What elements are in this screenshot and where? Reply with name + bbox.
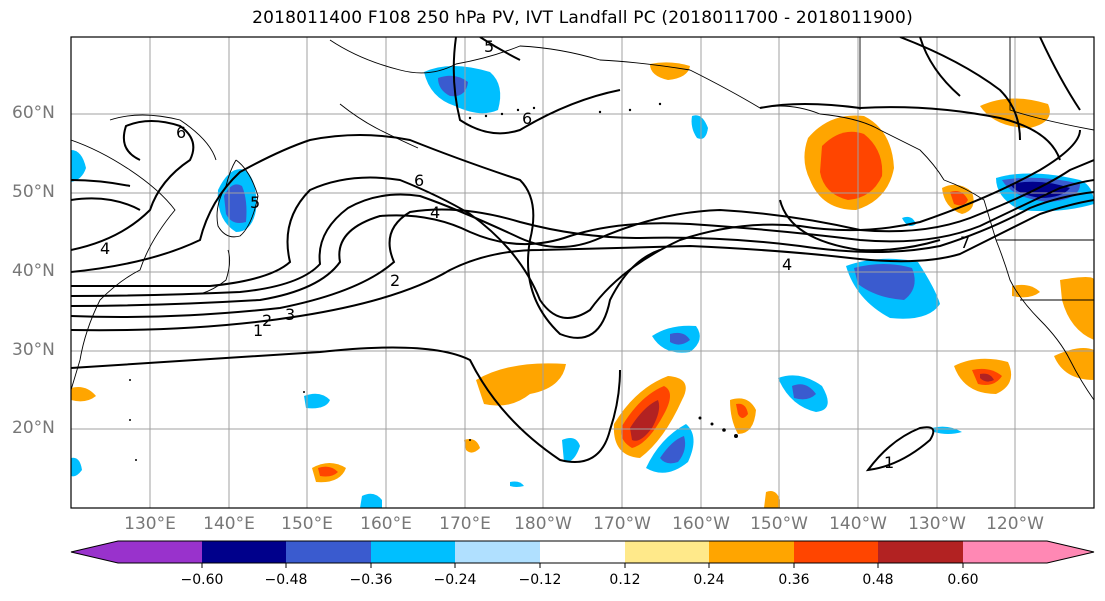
colorbar	[70, 540, 1095, 568]
colorbar-tick-label: −0.12	[518, 572, 562, 588]
lon-label-130e: 130°E	[124, 514, 176, 534]
contour-label: 5	[484, 37, 494, 56]
colorbar-tick-label: 0.12	[609, 572, 641, 588]
colorbar-tick-label: −0.36	[349, 572, 393, 588]
lon-label-140w: 140°W	[829, 514, 887, 534]
lon-label-150w: 150°W	[750, 514, 808, 534]
colorbar-segment	[794, 541, 878, 563]
lat-label-60n: 60°N	[12, 103, 55, 123]
colorbar-segment	[540, 541, 625, 563]
colorbar-over-arrow	[1047, 541, 1094, 563]
lat-label-30n: 30°N	[12, 340, 55, 360]
contour-label: 4	[782, 255, 792, 274]
colorbar-segment	[709, 541, 794, 563]
colorbar-tick-label: 0.24	[693, 572, 725, 588]
colorbar-segment	[963, 541, 1047, 563]
lon-label-160e: 160°E	[360, 514, 412, 534]
colorbar-segment	[455, 541, 540, 563]
map-title: 2018011400 F108 250 hPa PV, IVT Landfall…	[252, 8, 913, 28]
colorbar-segment	[118, 541, 202, 563]
contour-labels: 1 2 3 4 5 6 6 4 7 1 2 4 5 6	[100, 37, 970, 472]
colorbar-under-arrow	[71, 541, 118, 563]
lat-label-50n: 50°N	[12, 182, 55, 202]
lon-label-170e: 170°E	[439, 514, 491, 534]
lon-label-180w: 180°W	[514, 514, 572, 534]
coastlines	[71, 37, 1094, 401]
colorbar-segment	[371, 541, 455, 563]
lon-label-120w: 120°W	[986, 514, 1044, 534]
colorbar-tick-label: 0.48	[862, 572, 894, 588]
lon-label-140e: 140°E	[203, 514, 255, 534]
colorbar-tick-label: −0.24	[433, 572, 477, 588]
colorbar-tick-label: −0.48	[264, 572, 308, 588]
lon-label-130w: 130°W	[908, 514, 966, 534]
colorbar-segment	[286, 541, 371, 563]
contour-label: 7	[960, 233, 970, 252]
anomaly-shading	[71, 62, 1094, 508]
lon-label-170w: 170°W	[593, 514, 651, 534]
lat-label-20n: 20°N	[12, 418, 55, 438]
contour-label: 1	[253, 321, 263, 340]
graticule	[71, 37, 1094, 508]
map-frame	[70, 36, 1095, 509]
pv-contours	[71, 37, 1094, 472]
lat-label-40n: 40°N	[12, 261, 55, 281]
lon-label-160w: 160°W	[672, 514, 730, 534]
colorbar-ticks	[201, 563, 964, 568]
colorbar-segment	[202, 541, 286, 563]
contour-label: 6	[522, 109, 532, 128]
contour-label: 5	[250, 193, 260, 212]
contour-label: 6	[176, 123, 186, 142]
contour-label: 4	[430, 203, 440, 222]
colorbar-tick-label: 0.60	[947, 572, 979, 588]
colorbar-tick-label: −0.60	[180, 572, 224, 588]
contour-label: 1	[884, 453, 894, 472]
colorbar-segment	[878, 541, 963, 563]
contour-label: 3	[285, 305, 295, 324]
colorbar-outline	[70, 540, 1095, 564]
lon-label-150e: 150°E	[281, 514, 333, 534]
contour-label: 2	[390, 271, 400, 290]
island-dots	[129, 102, 738, 461]
colorbar-segment	[625, 541, 709, 563]
contour-label: 4	[100, 239, 110, 258]
colorbar-tick-label: 0.36	[778, 572, 810, 588]
contour-label: 6	[414, 171, 424, 190]
contour-label: 2	[262, 311, 272, 330]
